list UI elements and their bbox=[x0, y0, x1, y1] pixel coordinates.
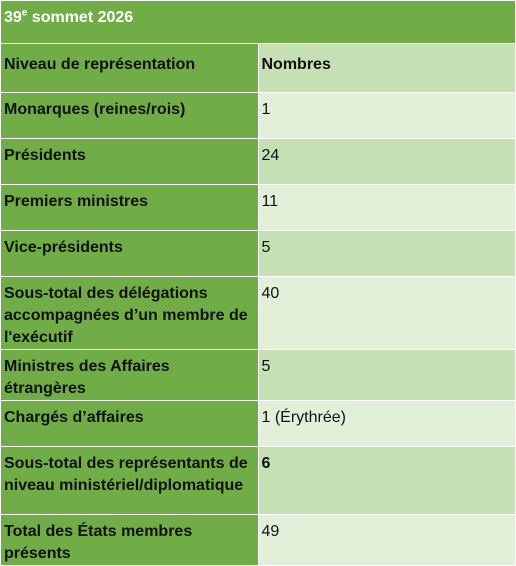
table-row: Premiers ministres 11 bbox=[0, 184, 516, 231]
table-row: Chargés d’affaires 1 (Érythrée) bbox=[0, 400, 516, 447]
row-value: 5 bbox=[257, 230, 516, 277]
header-value: Nombres bbox=[257, 43, 516, 93]
table-row: Monarques (reines/rois) 1 bbox=[0, 92, 516, 139]
row-label: Présidents bbox=[0, 138, 259, 185]
row-value: 1 bbox=[257, 92, 516, 139]
table-row: Sous-total des délégations accompagnées … bbox=[0, 276, 516, 350]
header-label: Niveau de représentation bbox=[0, 43, 259, 93]
row-label: Ministres des Affaires étrangères bbox=[0, 349, 259, 401]
table-header-row: Niveau de représentation Nombres bbox=[0, 43, 516, 93]
row-value: 40 bbox=[257, 276, 516, 350]
title-number: 39 bbox=[4, 9, 22, 26]
table-title-row: 39e sommet 2026 bbox=[0, 0, 516, 44]
row-label: Premiers ministres bbox=[0, 184, 259, 231]
row-label: Chargés d’affaires bbox=[0, 400, 259, 447]
row-label: Sous-total des représentants de niveau m… bbox=[0, 446, 259, 515]
title-ordinal-suffix: e bbox=[21, 7, 28, 19]
row-label: Total des États membres présents bbox=[0, 514, 259, 566]
table-row: Total des États membres présents 49 bbox=[0, 514, 516, 566]
table-row: Ministres des Affaires étrangères 5 bbox=[0, 349, 516, 401]
row-label: Monarques (reines/rois) bbox=[0, 92, 259, 139]
table-row: Présidents 24 bbox=[0, 138, 516, 185]
row-label: Sous-total des délégations accompagnées … bbox=[0, 276, 259, 350]
row-value: 49 bbox=[257, 514, 516, 566]
row-value: 6 bbox=[257, 446, 516, 515]
row-value: 5 bbox=[257, 349, 516, 401]
row-value: 11 bbox=[257, 184, 516, 231]
row-label: Vice-présidents bbox=[0, 230, 259, 277]
row-value: 24 bbox=[257, 138, 516, 185]
table-row: Vice-présidents 5 bbox=[0, 230, 516, 277]
row-value: 1 (Érythrée) bbox=[257, 400, 516, 447]
title-text: sommet 2026 bbox=[27, 9, 134, 26]
table-row: Sous-total des représentants de niveau m… bbox=[0, 446, 516, 515]
table-title: 39e sommet 2026 bbox=[0, 0, 516, 44]
